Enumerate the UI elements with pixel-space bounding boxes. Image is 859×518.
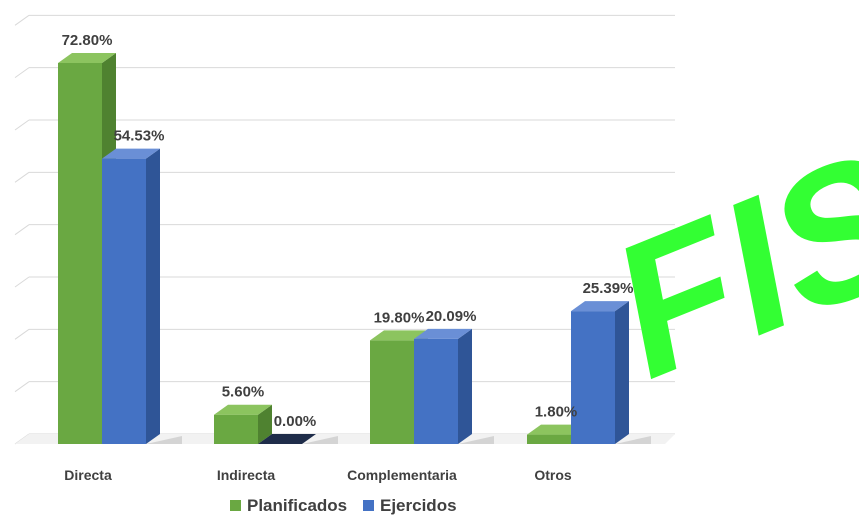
bar-front	[527, 434, 571, 444]
bar-top	[414, 328, 472, 339]
bar-ejercidos-indirecta	[258, 434, 338, 444]
legend-swatch	[363, 500, 374, 511]
bar-ejercidos-directa	[102, 148, 182, 445]
gridline-left-wall	[14, 328, 30, 340]
category-label: Complementaria	[347, 467, 457, 483]
data-label: 54.53%	[114, 128, 165, 145]
category-label: Otros	[534, 467, 572, 483]
bar-front	[370, 340, 414, 444]
chart-category-labels: Directa Indirecta Complementaria Otros	[64, 467, 572, 483]
gridline-left-wall	[14, 67, 30, 79]
gridline-left-wall	[14, 381, 30, 393]
bar-top	[571, 301, 629, 312]
gridline-left-wall	[14, 171, 30, 183]
bar-top	[527, 424, 585, 435]
bar-shadow	[146, 436, 182, 444]
data-label: 20.09%	[426, 308, 477, 325]
bar-side	[258, 404, 272, 444]
bar-top	[214, 404, 272, 415]
legend-item-ejercidos: Ejercidos	[363, 496, 457, 515]
bar-shadow	[615, 436, 651, 444]
data-label: 1.80%	[535, 404, 578, 421]
data-label: 25.39%	[583, 280, 634, 297]
bar-side	[146, 148, 160, 445]
gridline-left-wall	[14, 276, 30, 288]
category-label: Indirecta	[217, 467, 276, 483]
gridline-left-wall	[14, 224, 30, 236]
data-label: 5.60%	[222, 384, 265, 401]
bar-top	[258, 434, 316, 444]
chart-bars	[58, 53, 651, 445]
category-label: Directa	[64, 467, 112, 483]
data-label: 19.80%	[374, 309, 425, 326]
chart-data-labels: 72.80% 54.53% 5.60% 0.00% 19.80% 20.09% 1.80% 2…	[62, 32, 634, 430]
bar-front	[58, 63, 102, 444]
data-label: 72.80%	[62, 32, 113, 49]
legend-item-planificados: Planificados	[230, 496, 347, 515]
bar-top	[370, 330, 428, 341]
gridline-left-wall	[14, 14, 30, 26]
bar-front	[214, 414, 258, 444]
bar-side	[615, 301, 629, 444]
gridline-left-wall	[14, 119, 30, 131]
chart-floor	[15, 434, 675, 444]
legend-label: Ejercidos	[380, 496, 457, 515]
bar-front	[414, 338, 458, 444]
bar-shadow	[302, 436, 338, 444]
legend-label: Planificados	[247, 496, 347, 515]
bar-front	[571, 311, 615, 444]
bar-top	[58, 53, 116, 63]
bar-front	[102, 158, 146, 445]
bar-ejercidos-otros	[571, 301, 651, 444]
chart-legend: Planificados Ejercidos	[230, 496, 457, 515]
bar-shadow	[458, 436, 494, 444]
bar-ejercidos-complementaria	[414, 328, 494, 444]
data-label: 0.00%	[274, 413, 317, 430]
bar-planificados-directa	[58, 53, 138, 444]
bar-side	[458, 328, 472, 444]
legend-swatch	[230, 500, 241, 511]
bar-top	[102, 148, 160, 159]
